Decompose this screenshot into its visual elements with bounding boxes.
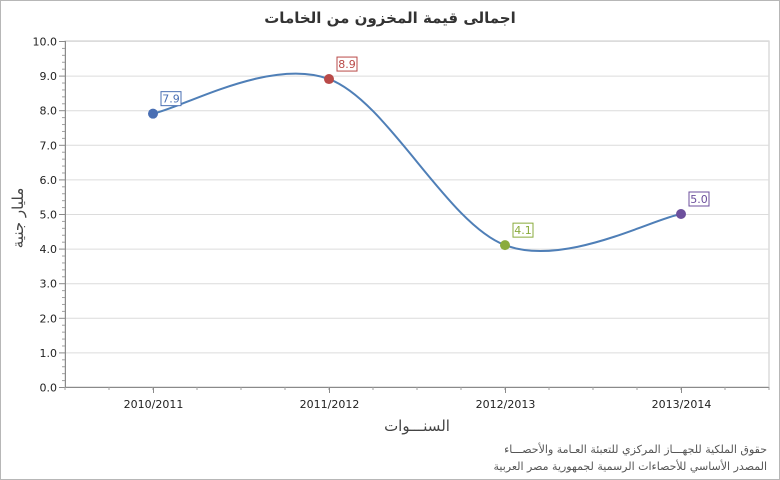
data-label-text: 4.1 — [514, 224, 532, 237]
data-label: 5.0 — [688, 191, 710, 207]
data-point[interactable] — [148, 108, 158, 119]
data-point[interactable] — [500, 240, 510, 251]
data-label-box — [512, 222, 534, 238]
y-tick-label: 6.0 — [40, 174, 58, 187]
footer-source: المصدر الأساسي للأحصاءات الرسمية لجمهوري… — [493, 460, 767, 473]
data-label-text: 7.9 — [162, 93, 180, 106]
y-tick-label: 1.0 — [40, 347, 58, 360]
footer-copyright: حقوق الملكية للجهـــاز المركزي للتعبئة ا… — [504, 443, 767, 456]
data-label-box — [688, 191, 710, 207]
y-tick-label: 5.0 — [40, 209, 58, 222]
data-label: 4.1 — [512, 222, 534, 238]
x-tick-label: 2013/2014 — [652, 398, 712, 411]
y-tick-label: 8.0 — [40, 105, 58, 118]
y-tick-label: 9.0 — [40, 70, 58, 83]
data-point[interactable] — [324, 74, 334, 85]
data-label: 7.9 — [160, 91, 182, 107]
data-label-text: 5.0 — [690, 193, 708, 206]
y-tick-label: 3.0 — [40, 278, 58, 291]
data-label-box — [336, 56, 358, 72]
y-tick-label: 0.0 — [40, 382, 58, 395]
y-tick-label: 2.0 — [40, 312, 58, 325]
y-tick-label: 10.0 — [33, 36, 58, 49]
data-point[interactable] — [676, 209, 686, 219]
data-label: 8.9 — [336, 56, 358, 72]
x-axis-title: السنـــوات — [384, 417, 450, 435]
x-tick-label: 2010/2011 — [124, 398, 184, 411]
y-tick-label: 7.0 — [40, 139, 58, 152]
chart-title: اجمالى قيمة المخزون من الخامات — [264, 9, 516, 27]
x-tick-label: 2011/2012 — [300, 398, 360, 411]
x-tick-label: 2012/2013 — [476, 398, 536, 411]
data-label-box — [160, 91, 182, 107]
series-line — [152, 72, 682, 252]
data-label-text: 8.9 — [338, 58, 356, 71]
y-axis-title: مليار جنية — [9, 188, 27, 248]
y-tick-label: 4.0 — [40, 243, 58, 256]
